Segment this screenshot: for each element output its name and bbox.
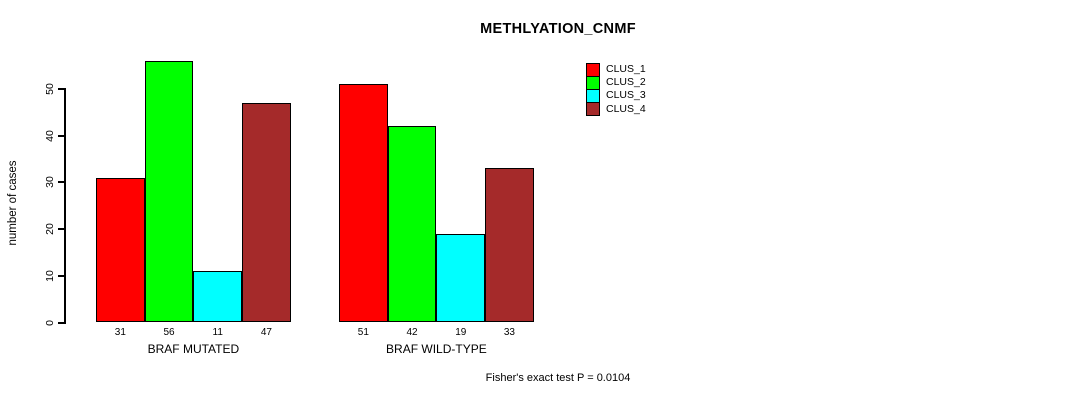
bar-value-label: 19	[455, 326, 467, 338]
legend: CLUS_1 CLUS_2 CLUS_3 CLUS_4	[586, 62, 646, 117]
y-axis-label: number of cases	[7, 160, 19, 246]
y-axis-tick-label: 40	[44, 129, 56, 142]
legend-swatch-clus-2	[586, 75, 600, 90]
bar-clus-2-braf-wild-type	[387, 126, 437, 323]
bar-value-label: 11	[212, 326, 223, 338]
legend-swatch-clus-1	[586, 62, 600, 77]
bar-value-label: 51	[357, 326, 369, 338]
bar-clus-1-braf-mutated	[96, 177, 145, 323]
y-axis-tick	[58, 134, 64, 137]
category-label-braf-wild-type: BRAF WILD-TYPE	[386, 342, 487, 356]
legend-item-clus-4: CLUS_4	[586, 102, 646, 117]
y-axis-tick-label: 0	[44, 319, 56, 326]
bar-clus-4-braf-wild-type	[485, 168, 534, 323]
bar-clus-3-braf-wild-type	[436, 233, 486, 323]
y-axis-tick-label: 20	[44, 223, 56, 235]
y-axis-line	[64, 88, 66, 324]
y-axis-tick	[58, 181, 64, 184]
chart-title: METHLYATION_CNMF	[480, 21, 636, 37]
y-axis-tick	[58, 274, 64, 277]
bar-clus-3-braf-mutated	[193, 271, 243, 323]
y-axis-tick	[58, 88, 64, 90]
bar-value-label: 56	[163, 326, 175, 338]
annotation-fisher-test: Fisher's exact test P = 0.0104	[485, 372, 631, 384]
legend-label-clus-3: CLUS_3	[606, 89, 646, 102]
bar-clus-2-braf-mutated	[144, 60, 194, 323]
legend-label-clus-2: CLUS_2	[606, 76, 646, 89]
bar-value-label: 33	[503, 326, 515, 338]
bar-value-label: 42	[406, 326, 418, 338]
legend-label-clus-1: CLUS_1	[606, 63, 646, 76]
y-axis-tick-label: 30	[44, 176, 56, 189]
y-axis-tick-label: 10	[44, 269, 56, 282]
category-label-braf-mutated: BRAF MUTATED	[147, 342, 240, 356]
legend-swatch-clus-3	[586, 88, 600, 103]
bar-clus-4-braf-mutated	[242, 103, 291, 323]
y-axis-tick	[58, 321, 64, 324]
legend-label-clus-4: CLUS_4	[606, 102, 646, 115]
bar-clus-1-braf-wild-type	[339, 84, 388, 323]
y-axis-tick	[58, 228, 64, 231]
bar-value-label: 31	[114, 326, 126, 338]
legend-item-clus-2: CLUS_2	[586, 75, 646, 90]
y-axis-tick-label: 50	[44, 83, 56, 95]
legend-swatch-clus-4	[586, 102, 600, 117]
bar-value-label: 47	[260, 326, 272, 338]
legend-item-clus-1: CLUS_1	[586, 62, 646, 77]
legend-item-clus-3: CLUS_3	[586, 88, 646, 103]
